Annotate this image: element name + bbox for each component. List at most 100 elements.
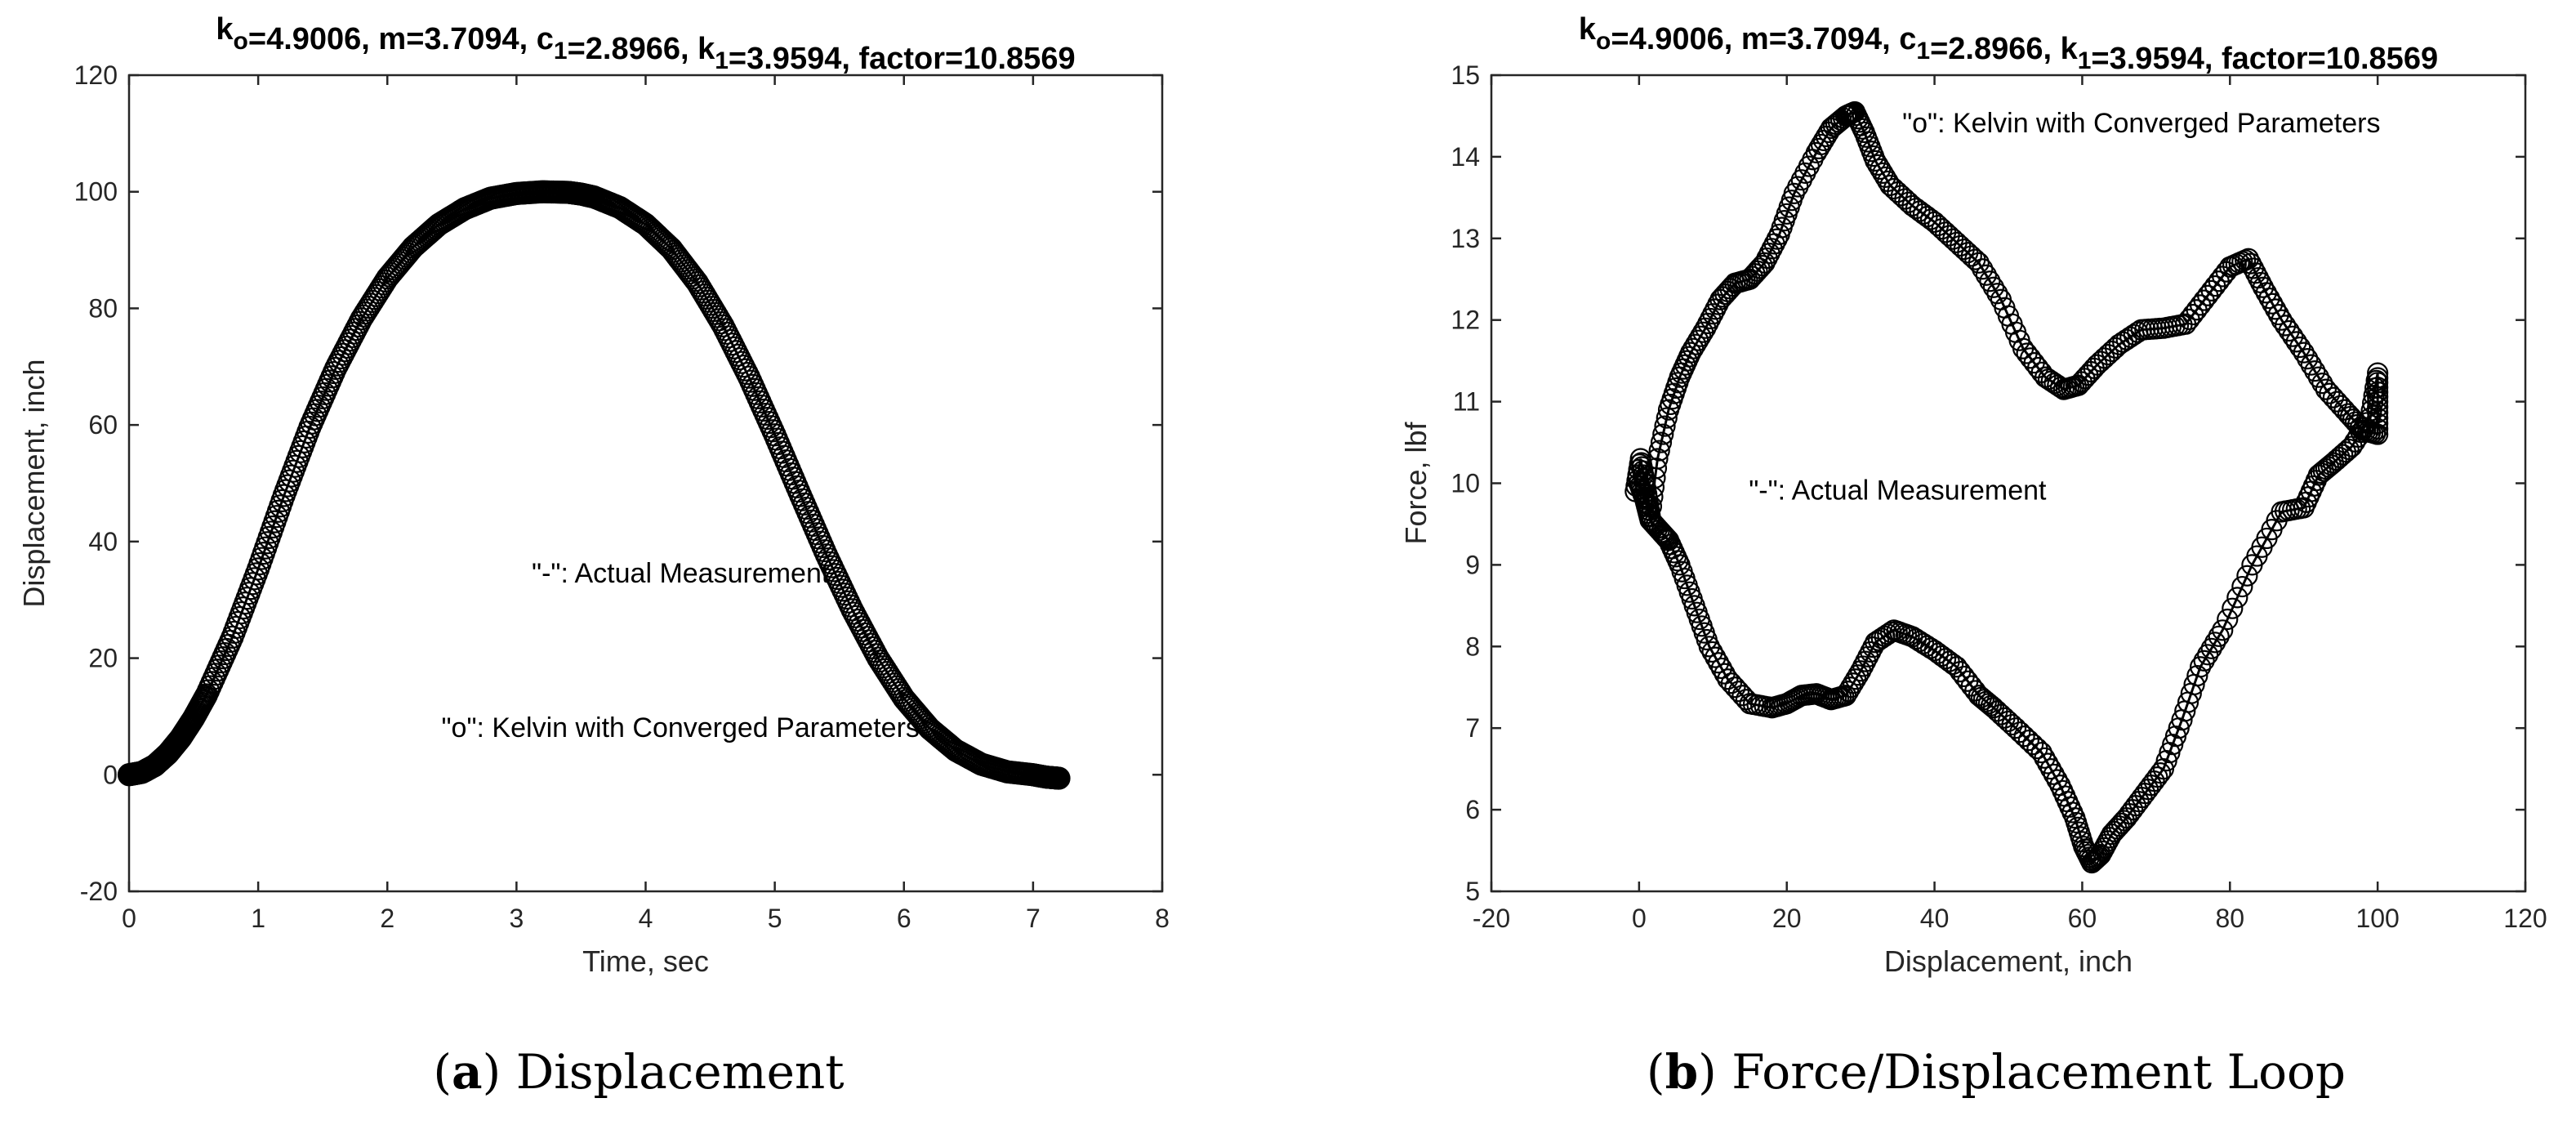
chart-b-data-point xyxy=(1705,646,1727,668)
chart-b-annotation: "-": Actual Measurement xyxy=(1749,475,2047,506)
chart-b-data-point xyxy=(1901,194,1923,217)
chart-b-data-point xyxy=(1647,448,1669,470)
chart-b-markers xyxy=(1624,100,2389,874)
chart-b-data-point xyxy=(2115,328,2137,350)
chart-b-data-point xyxy=(1931,645,1953,667)
chart-a-annotation: "-": Actual Measurement xyxy=(532,558,830,589)
chart-b-ytick-label: 8 xyxy=(1465,632,1480,661)
chart-a-xtick-label: 0 xyxy=(122,904,136,933)
chart-b-data-point xyxy=(1739,693,1761,715)
chart-b-data-point xyxy=(2289,336,2311,359)
chart-b-ytick-label: 13 xyxy=(1451,224,1480,253)
chart-b-data-point xyxy=(2197,644,2219,666)
chart-b-data-point xyxy=(1945,656,1968,678)
chart-b-data-point xyxy=(2365,369,2387,391)
chart-b-xtick-label: 120 xyxy=(2503,904,2547,933)
chart-a-annotation: "o": Kelvin with Converged Parameters xyxy=(441,712,919,743)
chart-b-data-point xyxy=(2108,333,2130,355)
chart-b-data-point xyxy=(2236,565,2258,587)
chart-a-ytick-label: -20 xyxy=(80,877,118,906)
chart-b-data-point xyxy=(2193,650,2215,672)
chart-a-xtick-label: 8 xyxy=(1155,904,1170,933)
chart-b-data-point xyxy=(1867,629,1890,651)
chart-b-ytick-label: 12 xyxy=(1451,306,1480,335)
chart-b-data-point xyxy=(1986,283,2008,305)
chart-b-data-point xyxy=(2231,575,2253,598)
chart-b-data-point xyxy=(2049,775,2071,797)
chart-b-data-point xyxy=(2326,391,2348,413)
chart-b-data-point xyxy=(2226,587,2248,609)
chart-b-data-point xyxy=(2222,597,2244,619)
chart-a-xlabel: Time, sec xyxy=(582,944,709,978)
chart-b-data-point xyxy=(2297,348,2319,370)
chart-b-data-point xyxy=(2264,298,2287,320)
chart-b-data-point xyxy=(1707,652,1730,674)
chart-b-data-point xyxy=(2105,337,2127,359)
chart-a-title: ko=4.9006, m=3.7094, c1=2.8966, k1=3.959… xyxy=(216,12,1075,76)
chart-b-data-point xyxy=(1650,431,1673,453)
chart-b-data-point xyxy=(2367,413,2389,435)
chart-b-data-point xyxy=(2267,303,2289,326)
chart-b-data-point xyxy=(1652,423,1674,445)
chart-b-data-point xyxy=(2208,625,2230,647)
chart-a-xtick-label: 1 xyxy=(251,904,265,933)
caption-a: (a) Displacement xyxy=(433,1044,844,1100)
chart-b-ytick-label: 15 xyxy=(1451,60,1480,90)
chart-b-data-point xyxy=(2112,331,2134,353)
chart-b-data-point xyxy=(1766,228,1788,250)
chart-b-data-point xyxy=(1701,641,1723,663)
chart-a-ytick-label: 80 xyxy=(88,293,118,323)
chart-b-data-point xyxy=(1975,264,1997,286)
chart-b-title: ko=4.9006, m=3.7094, c1=2.8966, k1=3.959… xyxy=(1579,12,2438,76)
chart-b-data-point xyxy=(1912,203,1935,225)
chart-b-ytick-label: 7 xyxy=(1465,713,1480,743)
chart-b-data-point xyxy=(2307,366,2329,388)
chart-b-data-point xyxy=(2285,331,2307,353)
chart-b-data-point xyxy=(2030,742,2052,764)
chart-b-data-point xyxy=(2300,354,2322,376)
chart-b-data-point xyxy=(2013,725,2035,748)
chart-b-data-point xyxy=(2047,374,2069,396)
chart-b-xtick-label: 20 xyxy=(1772,904,1802,933)
chart-a-ytick-label: 0 xyxy=(103,760,118,789)
chart-b-force-displacement-loop: -20 0 20 40 60 80 100 120 5 6 7 8 9 10 11 12 13 14 15 Displ… xyxy=(1399,12,2547,978)
chart-b-data-point xyxy=(2315,378,2337,400)
chart-b-data-point xyxy=(1724,676,1746,699)
caption-b: (b) Force/Displacement Loop xyxy=(1647,1044,2346,1100)
chart-a-xtick-label: 3 xyxy=(509,904,524,933)
chart-b-data-point xyxy=(1727,681,1750,703)
chart-a-data-point xyxy=(1047,766,1071,790)
chart-b-xtick-label: 60 xyxy=(2068,904,2097,933)
chart-b-data-point xyxy=(2367,362,2389,384)
chart-a-xtick-label: 2 xyxy=(380,904,394,933)
chart-b-data-point xyxy=(1714,663,1736,685)
chart-b-data-point xyxy=(2252,276,2275,298)
chart-b-data-point xyxy=(2017,730,2039,752)
chart-b-data-point xyxy=(2282,325,2304,347)
chart-b-ytick-label: 10 xyxy=(1451,469,1480,498)
chart-b-data-point xyxy=(1909,200,1931,222)
chart-b-data-point xyxy=(1927,642,1950,664)
chart-b-data-point xyxy=(2204,632,2226,654)
chart-b-ytick-label: 14 xyxy=(1451,142,1480,172)
chart-b-data-point xyxy=(1938,650,1960,672)
chart-b-data-point xyxy=(1710,657,1732,680)
chart-a-markers xyxy=(117,180,1071,790)
chart-b-ylabel: Force, lbf xyxy=(1399,421,1433,544)
chart-b-data-point xyxy=(2319,382,2341,404)
chart-b-data-point xyxy=(2293,342,2315,364)
chart-b-data-point xyxy=(2364,377,2387,400)
chart-b-data-point xyxy=(2009,721,2031,743)
chart-b-annotation: "o": Kelvin with Converged Parameters xyxy=(1902,108,2380,139)
chart-a-ytick-label: 60 xyxy=(88,410,118,440)
chart-b-data-point xyxy=(1731,685,1754,707)
chart-b-ytick-label: 11 xyxy=(1453,387,1480,417)
chart-b-data-point xyxy=(1654,415,1676,437)
chart-b-ytick-label: 9 xyxy=(1465,550,1480,579)
chart-b-data-point xyxy=(2271,309,2293,331)
chart-a-ytick-label: 100 xyxy=(74,177,118,207)
chart-b-xtick-label: 0 xyxy=(1632,904,1647,933)
chart-b-data-point xyxy=(2043,763,2065,785)
